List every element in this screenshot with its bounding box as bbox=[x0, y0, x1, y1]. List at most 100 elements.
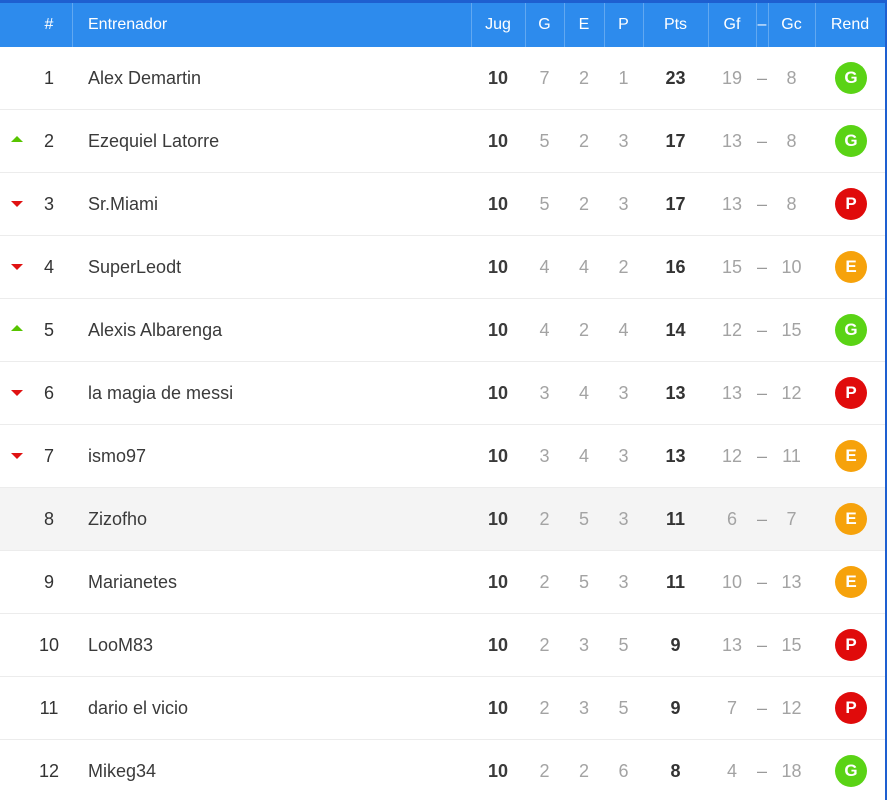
table-row[interactable]: 3 Sr.Miami 10 5 2 3 17 13–8 P bbox=[0, 173, 885, 236]
goal-dash: – bbox=[756, 446, 767, 466]
table-row[interactable]: 7 ismo97 10 3 4 3 13 12–11 E bbox=[0, 425, 885, 488]
header-performance[interactable]: Rend bbox=[830, 16, 870, 33]
header-won[interactable]: G bbox=[538, 16, 551, 33]
header-played[interactable]: Jug bbox=[485, 16, 511, 33]
header-points[interactable]: Pts bbox=[663, 16, 688, 33]
table-row[interactable]: 12 Mikeg34 10 2 2 6 8 4–18 G bbox=[0, 740, 885, 800]
played-cell: 10 bbox=[487, 383, 509, 403]
points-cell: 17 bbox=[665, 131, 686, 151]
drawn-cell: 2 bbox=[578, 320, 589, 340]
coach-name[interactable]: LooM83 bbox=[88, 635, 154, 655]
coach-name[interactable]: Marianetes bbox=[88, 572, 178, 592]
trend-down-icon bbox=[11, 453, 23, 459]
goals-against-cell: 10 bbox=[781, 257, 802, 277]
position-cell: 1 bbox=[43, 68, 54, 88]
lost-cell: 3 bbox=[618, 509, 629, 529]
goals-for-cell: 13 bbox=[721, 383, 743, 403]
coach-name[interactable]: Zizofho bbox=[88, 509, 148, 529]
table-row[interactable]: 2 Ezequiel Latorre 10 5 2 3 17 13–8 G bbox=[0, 110, 885, 173]
drawn-cell: 5 bbox=[578, 572, 589, 592]
played-cell: 10 bbox=[487, 698, 509, 718]
header-drawn[interactable]: E bbox=[578, 16, 590, 33]
drawn-cell: 4 bbox=[578, 446, 589, 466]
position-cell: 7 bbox=[43, 446, 54, 466]
played-cell: 10 bbox=[487, 68, 509, 88]
header-coach[interactable]: Entrenador bbox=[88, 16, 168, 33]
performance-badge: E bbox=[835, 251, 867, 283]
played-cell: 10 bbox=[487, 509, 509, 529]
played-cell: 10 bbox=[487, 257, 509, 277]
performance-badge: E bbox=[835, 440, 867, 472]
table-row[interactable]: 4 SuperLeodt 10 4 4 2 16 15–10 E bbox=[0, 236, 885, 299]
coach-name[interactable]: la magia de messi bbox=[88, 383, 234, 403]
position-cell: 8 bbox=[43, 509, 54, 529]
header-goals-for[interactable]: Gf bbox=[723, 16, 741, 33]
points-cell: 17 bbox=[665, 194, 686, 214]
goal-dash: – bbox=[756, 572, 767, 592]
goal-dash: – bbox=[756, 320, 767, 340]
drawn-cell: 4 bbox=[578, 383, 589, 403]
position-cell: 9 bbox=[43, 572, 54, 592]
goals-against-cell: 12 bbox=[781, 698, 802, 718]
points-cell: 13 bbox=[665, 383, 686, 403]
goals-against-cell: 8 bbox=[786, 194, 797, 214]
lost-cell: 3 bbox=[618, 194, 629, 214]
header-divider bbox=[815, 3, 816, 47]
header-lost[interactable]: P bbox=[618, 16, 629, 33]
performance-badge: E bbox=[835, 503, 867, 535]
table-row[interactable]: 9 Marianetes 10 2 5 3 11 10–13 E bbox=[0, 551, 885, 614]
points-cell: 23 bbox=[665, 68, 686, 88]
played-cell: 10 bbox=[487, 635, 509, 655]
coach-name[interactable]: Ezequiel Latorre bbox=[88, 131, 220, 151]
lost-cell: 5 bbox=[618, 635, 629, 655]
table-row[interactable]: 11 dario el vicio 10 2 3 5 9 7–12 P bbox=[0, 677, 885, 740]
goals-against-cell: 12 bbox=[781, 383, 802, 403]
won-cell: 5 bbox=[539, 194, 550, 214]
played-cell: 10 bbox=[487, 761, 509, 781]
table-row[interactable]: 1 Alex Demartin 10 7 2 1 23 19–8 G bbox=[0, 47, 885, 110]
position-cell: 5 bbox=[43, 320, 54, 340]
won-cell: 2 bbox=[539, 509, 550, 529]
coach-name[interactable]: Mikeg34 bbox=[88, 761, 157, 781]
header-position[interactable]: # bbox=[44, 16, 54, 33]
header-divider bbox=[643, 3, 644, 47]
goal-dash: – bbox=[756, 635, 767, 655]
lost-cell: 2 bbox=[618, 257, 629, 277]
table-row[interactable]: 5 Alexis Albarenga 10 4 2 4 14 12–15 G bbox=[0, 299, 885, 362]
played-cell: 10 bbox=[487, 194, 509, 214]
coach-name[interactable]: dario el vicio bbox=[88, 698, 189, 718]
drawn-cell: 2 bbox=[578, 131, 589, 151]
lost-cell: 3 bbox=[618, 572, 629, 592]
drawn-cell: 2 bbox=[578, 194, 589, 214]
position-cell: 4 bbox=[43, 257, 54, 277]
trend-up-icon bbox=[11, 136, 23, 142]
coach-name[interactable]: Sr.Miami bbox=[88, 194, 159, 214]
header-goals-against[interactable]: Gc bbox=[781, 16, 802, 33]
table-row[interactable]: 8 Zizofho 10 2 5 3 11 6–7 E bbox=[0, 488, 885, 551]
goals-for-cell: 13 bbox=[721, 194, 743, 214]
coach-name[interactable]: Alex Demartin bbox=[88, 68, 202, 88]
position-cell: 2 bbox=[43, 131, 54, 151]
table-row[interactable]: 10 LooM83 10 2 3 5 9 13–15 P bbox=[0, 614, 885, 677]
performance-badge: G bbox=[835, 125, 867, 157]
won-cell: 5 bbox=[539, 131, 550, 151]
header-divider bbox=[471, 3, 472, 47]
coach-name[interactable]: Alexis Albarenga bbox=[88, 320, 223, 340]
won-cell: 4 bbox=[539, 320, 550, 340]
position-cell: 10 bbox=[38, 635, 60, 655]
drawn-cell: 2 bbox=[578, 761, 589, 781]
header-divider bbox=[768, 3, 769, 47]
goal-dash: – bbox=[756, 509, 767, 529]
goals-against-cell: 15 bbox=[781, 320, 802, 340]
goal-dash: – bbox=[756, 68, 767, 88]
coach-name[interactable]: ismo97 bbox=[88, 446, 147, 466]
lost-cell: 3 bbox=[618, 383, 629, 403]
won-cell: 2 bbox=[539, 635, 550, 655]
trend-down-icon bbox=[11, 390, 23, 396]
performance-badge: G bbox=[835, 755, 867, 787]
header-divider bbox=[708, 3, 709, 47]
coach-name[interactable]: SuperLeodt bbox=[88, 257, 182, 277]
performance-badge: P bbox=[835, 188, 867, 220]
goals-against-cell: 15 bbox=[781, 635, 802, 655]
table-row[interactable]: 6 la magia de messi 10 3 4 3 13 13–12 P bbox=[0, 362, 885, 425]
